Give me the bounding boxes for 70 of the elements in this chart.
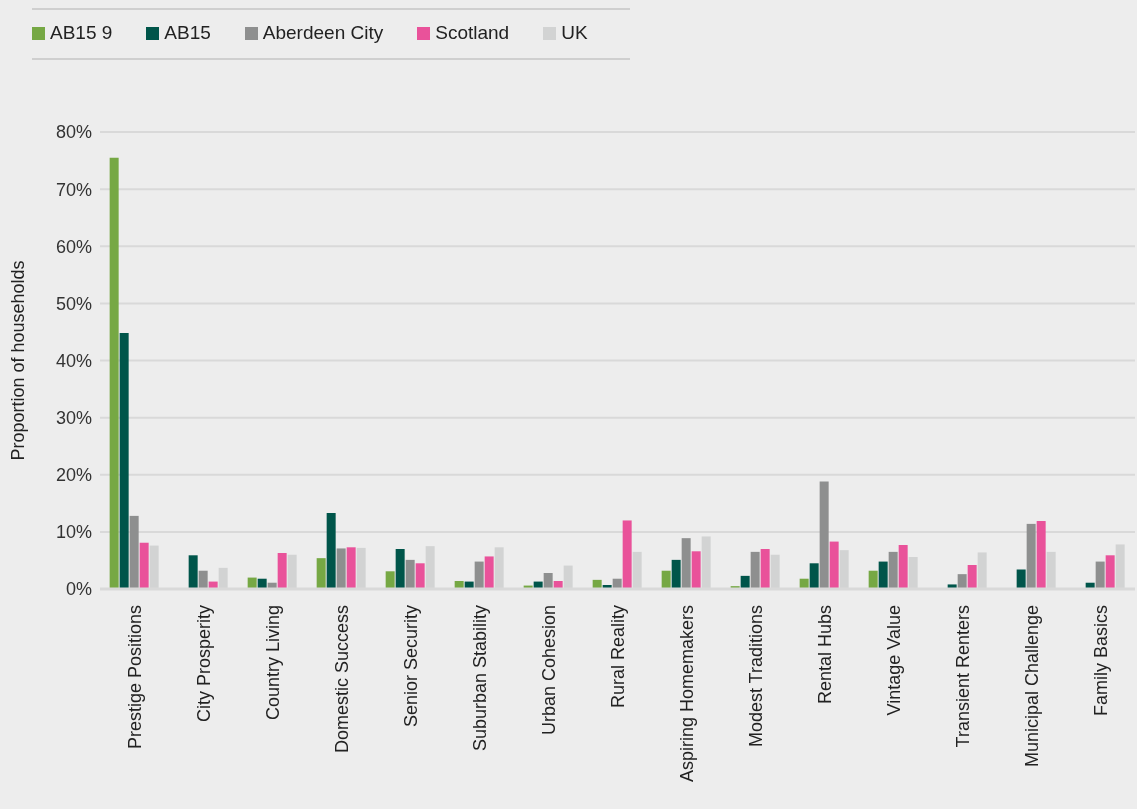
bar [316, 558, 326, 589]
bar [1036, 521, 1046, 589]
x-tick-label: Senior Security [400, 605, 421, 728]
bar [395, 549, 405, 589]
bar [671, 559, 681, 589]
bar [740, 575, 750, 589]
bar [622, 520, 632, 589]
bar [474, 561, 484, 589]
bar [543, 573, 553, 589]
bar [484, 556, 494, 589]
x-tick-label: Family Basics [1090, 605, 1111, 717]
bar [139, 542, 149, 589]
y-tick-label: 20% [55, 465, 92, 486]
bar [109, 157, 119, 589]
bar [691, 551, 701, 589]
y-tick-label: 50% [55, 293, 92, 314]
bar [1026, 523, 1036, 589]
bar [819, 481, 829, 589]
bar [405, 559, 415, 589]
bar [326, 513, 336, 589]
y-axis-title: Proportion of households [8, 260, 29, 461]
x-tick-label: Prestige Positions [124, 605, 145, 750]
bar [346, 547, 356, 589]
bar [415, 563, 425, 589]
y-tick-label: 70% [55, 179, 92, 200]
bar [957, 574, 967, 589]
bar [119, 333, 129, 589]
x-tick-label: Transient Renters [952, 605, 973, 748]
x-tick-label: Rural Reality [607, 605, 628, 709]
bar [1105, 555, 1115, 589]
x-tick-label: Municipal Challenge [1021, 605, 1042, 768]
bar [967, 565, 977, 589]
bar [661, 570, 671, 589]
legend-label: UK [560, 22, 588, 44]
x-tick-label: City Prosperity [193, 605, 214, 723]
bar [198, 570, 208, 589]
y-tick-label: 30% [55, 408, 92, 429]
y-tick-label: 10% [55, 522, 92, 543]
bar [1016, 569, 1026, 589]
bar [868, 570, 878, 589]
bar [129, 515, 139, 589]
bar [809, 563, 819, 589]
bar [760, 549, 770, 589]
bar [829, 541, 839, 589]
x-tick-label: Aspiring Homemakers [676, 605, 697, 783]
bar [1095, 561, 1105, 589]
bar [188, 555, 198, 589]
bar [878, 561, 888, 589]
y-tick-label: 80% [55, 122, 92, 143]
y-tick-label: 40% [55, 350, 92, 371]
bar [898, 545, 908, 589]
x-tick-label: Country Living [262, 605, 283, 721]
x-tick-label: Modest Traditions [745, 605, 766, 748]
x-tick-label: Domestic Success [331, 605, 352, 754]
bar [385, 571, 395, 589]
x-tick-label: Suburban Stability [469, 605, 490, 752]
x-tick-label: Rental Hubs [814, 605, 835, 705]
x-tick-label: Vintage Value [883, 605, 904, 716]
legend-label: Scotland [434, 22, 510, 44]
bar [681, 538, 691, 589]
bar [888, 551, 898, 589]
y-tick-label: 0% [65, 579, 92, 600]
bar [277, 553, 287, 589]
x-tick-label: Urban Cohesion [538, 605, 559, 736]
legend-label: AB15 [163, 22, 211, 44]
bar [336, 548, 346, 589]
y-tick-label: 60% [55, 236, 92, 257]
legend-label: Aberdeen City [261, 22, 384, 44]
bar [750, 551, 760, 589]
legend-label: AB15 9 [49, 22, 113, 44]
